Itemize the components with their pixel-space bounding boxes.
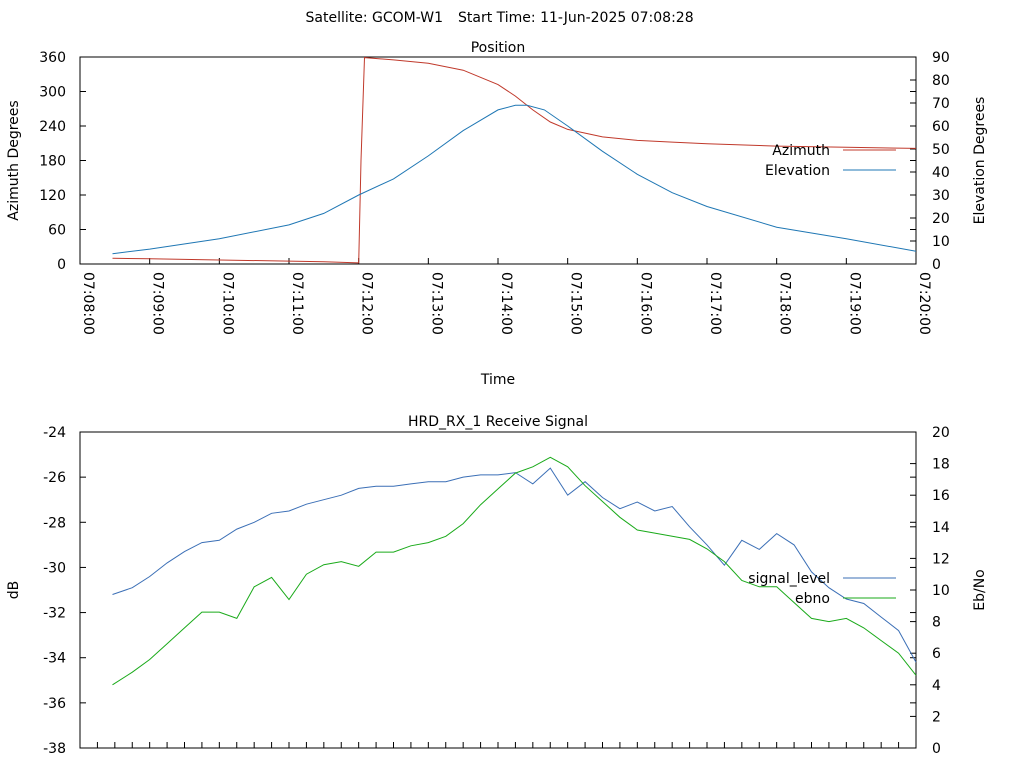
x-tick-label: 07:10:00 [219, 272, 235, 335]
legend-label: Elevation [765, 163, 830, 179]
y2-tick-label: 4 [932, 678, 941, 694]
x-tick-label: 07:20:00 [916, 272, 932, 335]
y-tick-label: -28 [43, 515, 66, 531]
x-tick-label: 07:14:00 [498, 272, 514, 335]
y2-tick-label: 0 [932, 257, 941, 273]
y2-tick-label: 12 [932, 551, 950, 567]
y2-axis-label: Elevation Degrees [972, 97, 988, 225]
y2-tick-label: 18 [932, 457, 950, 473]
y2-tick-label: 14 [932, 520, 950, 536]
series-line-signal_level [112, 467, 917, 663]
y-tick-label: -26 [43, 470, 66, 486]
y-tick-label: 300 [39, 85, 66, 101]
y-tick-label: 60 [48, 223, 66, 239]
plot-frame [79, 56, 917, 265]
x-tick-label: 07:09:00 [150, 272, 166, 335]
y2-tick-label: 40 [932, 165, 950, 181]
satellite-label: Satellite: GCOM-W1 [306, 10, 443, 26]
position-chart: Position 0 60 120 180 240 300 360 0 10 20 30 40 50 60 7… [6, 40, 988, 388]
y2-tick-label: 70 [932, 96, 950, 112]
y-tick-label: 180 [39, 154, 66, 170]
y-axis-label: dB [6, 581, 22, 600]
series-line-ebno [112, 456, 917, 686]
legend-label: ebno [795, 591, 830, 607]
y2-axis-label: Eb/No [972, 569, 988, 611]
legend-label: Azimuth [772, 143, 830, 159]
y-tick-label: -36 [43, 696, 66, 712]
x-tick-label: 07:11:00 [289, 272, 305, 335]
series-line-elevation [112, 104, 917, 255]
x-tick-label: 07:16:00 [637, 272, 653, 335]
x-axis-label: Time [480, 372, 515, 388]
x-tick-label: 07:15:00 [568, 272, 584, 335]
x-tick-label: 07:08:00 [80, 272, 96, 335]
y-tick-label: -32 [43, 606, 66, 622]
y2-tick-label: 20 [932, 425, 950, 441]
y2-tick-label: 2 [932, 709, 941, 725]
x-tick-label: 07:18:00 [777, 272, 793, 335]
y-axis-label: Azimuth Degrees [6, 100, 22, 220]
y-tick-label: 120 [39, 188, 66, 204]
y-tick-label: 240 [39, 119, 66, 135]
chart-title: HRD_RX_1 Receive Signal [408, 414, 588, 430]
y2-tick-label: 20 [932, 211, 950, 227]
y-tick-label: -34 [43, 651, 66, 667]
x-tick-label: 07:13:00 [428, 272, 444, 335]
start-time-label: Start Time: 11-Jun-2025 07:08:28 [458, 10, 694, 26]
y2-tick-label: 50 [932, 142, 950, 158]
plot-frame [79, 431, 917, 749]
chart-title: Position [471, 40, 526, 56]
y-tick-label: 360 [39, 50, 66, 66]
y2-tick-label: 10 [932, 583, 950, 599]
y-tick-label: 0 [57, 257, 66, 273]
y2-tick-label: 10 [932, 234, 950, 250]
x-tick-label: 07:19:00 [846, 272, 862, 335]
legend-label: signal_level [748, 571, 830, 587]
y-tick-label: -30 [43, 560, 66, 576]
y-tick-label: -38 [43, 741, 66, 757]
y2-tick-label: 8 [932, 615, 941, 631]
y2-tick-label: 6 [932, 646, 941, 662]
y2-tick-label: 80 [932, 73, 950, 89]
x-tick-label: 07:12:00 [359, 272, 375, 335]
y2-tick-label: 30 [932, 188, 950, 204]
y-tick-label: -24 [43, 425, 66, 441]
y2-tick-label: 16 [932, 488, 950, 504]
y2-tick-label: 0 [932, 741, 941, 757]
x-tick-label: 07:17:00 [707, 272, 723, 335]
receive-signal-chart: HRD_RX_1 Receive Signal -38 -36 -34 -32 -30 -2… [6, 414, 988, 757]
series-line-azimuth [112, 57, 917, 264]
y2-tick-label: 60 [932, 119, 950, 135]
y2-tick-label: 90 [932, 50, 950, 66]
